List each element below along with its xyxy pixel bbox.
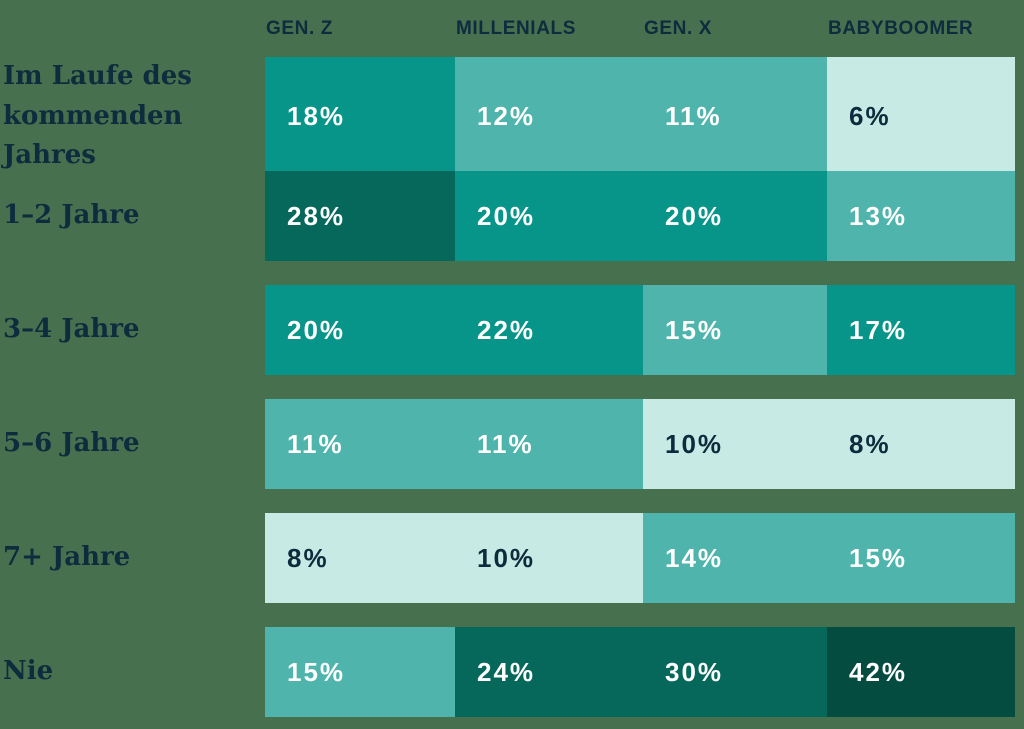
heatmap-cell: 8% bbox=[827, 399, 1015, 489]
heatmap-row: Im Laufe des kommenden Jahres 18% 12% 11% 6% bbox=[0, 57, 1015, 176]
heatmap-row: 7+ Jahre 8% 10% 14% 15% bbox=[0, 513, 1015, 603]
cell-value: 11% bbox=[665, 100, 722, 131]
row-label: 1–2 Jahre bbox=[3, 200, 140, 231]
cell-value: 17% bbox=[849, 314, 908, 345]
cell-value: 20% bbox=[287, 314, 346, 345]
heatmap-cell: 15% bbox=[265, 627, 455, 717]
heatmap-cell: 12% bbox=[455, 57, 643, 176]
row-label: 3–4 Jahre bbox=[3, 314, 140, 345]
heatmap-cell: 30% bbox=[643, 627, 827, 717]
cell-value: 13% bbox=[849, 200, 908, 231]
heatmap-cell: 11% bbox=[643, 57, 827, 176]
column-header-row: GEN. Z MILLENIALS GEN. X BABYBOOMER bbox=[0, 0, 1015, 57]
cell-value: 10% bbox=[477, 542, 536, 573]
cell-value: 24% bbox=[477, 656, 536, 687]
heatmap-cell: 10% bbox=[455, 513, 643, 603]
heatmap-cell: 11% bbox=[265, 399, 455, 489]
heatmap-cell: 6% bbox=[827, 57, 1015, 176]
cell-value: 15% bbox=[665, 314, 724, 345]
heatmap-cell: 15% bbox=[643, 285, 827, 375]
cell-value: 15% bbox=[287, 656, 346, 687]
cell-value: 20% bbox=[665, 200, 724, 231]
heatmap-cell: 22% bbox=[455, 285, 643, 375]
column-header-millenials: MILLENIALS bbox=[456, 18, 576, 39]
heatmap-cell: 11% bbox=[455, 399, 643, 489]
heatmap-cell: 17% bbox=[827, 285, 1015, 375]
cell-value: 6% bbox=[849, 100, 891, 131]
cell-value: 14% bbox=[665, 542, 724, 573]
column-header-babyboomer: BABYBOOMER bbox=[828, 18, 974, 39]
heatmap-cell: 24% bbox=[455, 627, 643, 717]
heatmap-cell: 15% bbox=[827, 513, 1015, 603]
cell-value: 28% bbox=[287, 200, 346, 231]
heatmap-cell: 13% bbox=[827, 171, 1015, 261]
cell-value: 11% bbox=[287, 428, 344, 459]
cell-value: 11% bbox=[477, 428, 534, 459]
row-label: Im Laufe des kommenden Jahres bbox=[3, 61, 192, 171]
heatmap-cell: 10% bbox=[643, 399, 827, 489]
heatmap-cell: 28% bbox=[265, 171, 455, 261]
cell-value: 15% bbox=[849, 542, 908, 573]
cell-value: 42% bbox=[849, 656, 908, 687]
heatmap-body: Im Laufe des kommenden Jahres 18% 12% 11% 6%… bbox=[0, 57, 1024, 717]
heatmap-cell: 20% bbox=[455, 171, 643, 261]
column-header-gen-x: GEN. X bbox=[644, 18, 713, 39]
row-label: 5–6 Jahre bbox=[3, 428, 140, 459]
heatmap-cell: 20% bbox=[643, 171, 827, 261]
cell-value: 12% bbox=[477, 100, 536, 131]
heatmap-row: Nie 15% 24% 30% 42% bbox=[0, 627, 1015, 717]
heatmap-row: 5–6 Jahre 11% 11% 10% 8% bbox=[0, 399, 1015, 489]
cell-value: 8% bbox=[287, 542, 329, 573]
cell-value: 30% bbox=[665, 656, 724, 687]
cell-value: 10% bbox=[665, 428, 724, 459]
heatmap-cell: 42% bbox=[827, 627, 1015, 717]
cell-value: 20% bbox=[477, 200, 536, 231]
row-label: Nie bbox=[3, 656, 54, 687]
column-header-gen-z: GEN. Z bbox=[266, 18, 333, 39]
cell-value: 22% bbox=[477, 314, 536, 345]
cell-value: 18% bbox=[287, 100, 346, 131]
heatmap-row: 3–4 Jahre 20% 22% 15% 17% bbox=[0, 285, 1015, 375]
heatmap-cell: 20% bbox=[265, 285, 455, 375]
heatmap-row: 1–2 Jahre 28% 20% 20% 13% bbox=[0, 171, 1015, 261]
heatmap-cell: 8% bbox=[265, 513, 455, 603]
row-label: 7+ Jahre bbox=[3, 542, 131, 573]
cell-value: 8% bbox=[849, 428, 891, 459]
heatmap-cell: 18% bbox=[265, 57, 455, 176]
heatmap-cell: 14% bbox=[643, 513, 827, 603]
